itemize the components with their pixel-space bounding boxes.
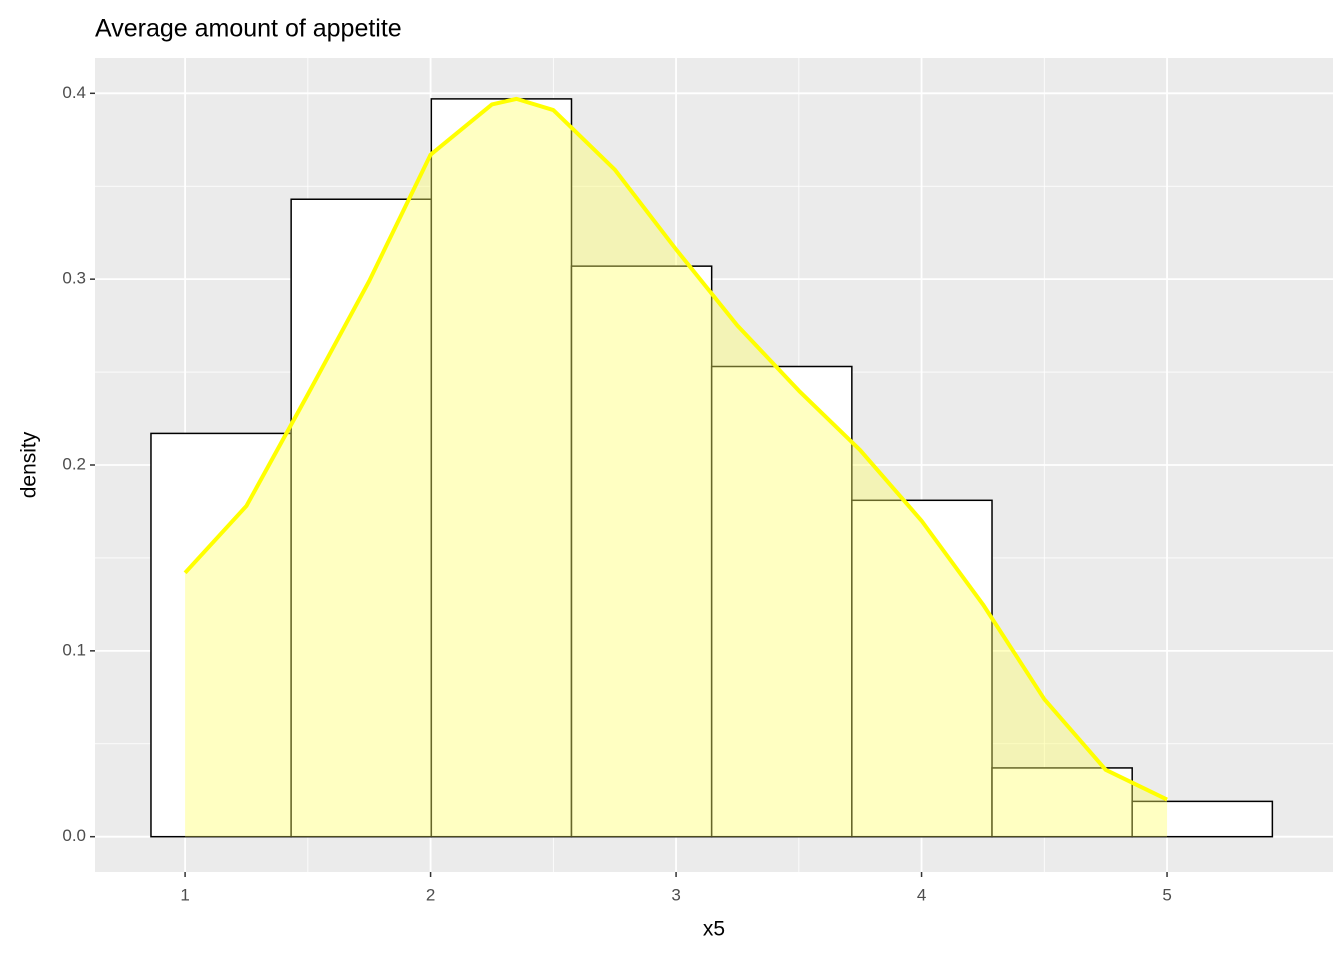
bar [570, 265, 713, 838]
x-tick-label: 1 [180, 885, 189, 904]
x-axis-title: x5 [703, 918, 725, 941]
bar [1131, 800, 1274, 838]
x-tick-label: 5 [1162, 885, 1171, 904]
y-tick-label: 0.0 [62, 826, 86, 845]
bar [430, 98, 573, 838]
bar [710, 365, 853, 838]
chart-title: Average amount of appetite [95, 15, 402, 43]
density-area [185, 98, 1168, 837]
y-tick-label: 0.1 [62, 640, 86, 659]
y-tick-label: 0.4 [62, 83, 86, 102]
y-tick-label: 0.2 [62, 454, 86, 473]
x-tick-label: 3 [671, 885, 680, 904]
density-line [183, 96, 1168, 802]
bar [851, 499, 993, 838]
bar [991, 767, 1133, 838]
y-axis-title: density [18, 431, 41, 498]
x-tick-label: 4 [917, 885, 926, 904]
bar [150, 432, 292, 838]
x-tick-label: 2 [426, 885, 435, 904]
y-tick-label: 0.3 [62, 269, 86, 288]
